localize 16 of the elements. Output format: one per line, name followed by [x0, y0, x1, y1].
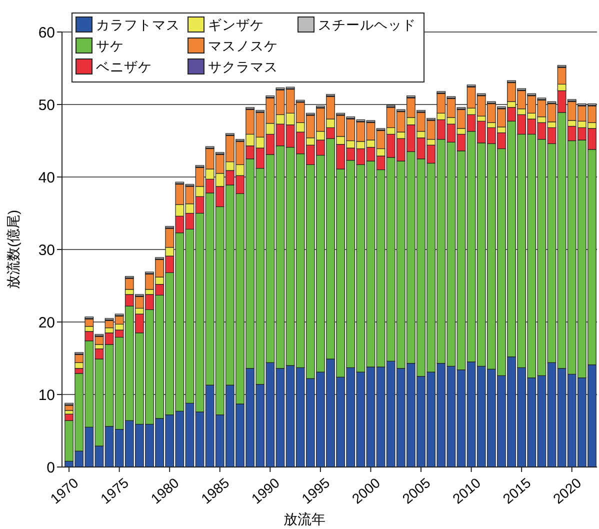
y-tick-label: 30 [38, 242, 55, 259]
legend-label: ベニザケ [96, 60, 152, 75]
y-tick-label: 10 [38, 386, 55, 404]
legend-label: サケ [96, 38, 124, 54]
y-tick-label: 0 [46, 459, 55, 476]
legend-label: ギンザケ [208, 18, 264, 33]
y-tick-label: 20 [38, 314, 55, 332]
legend-label: サクラマス [208, 60, 278, 75]
y-tick-label: 40 [38, 169, 55, 186]
x-axis-title: 放流年 [284, 511, 326, 527]
y-axis-title: 放流数(億尾) [5, 210, 21, 290]
legend-label: マスノスケ [208, 38, 278, 54]
y-tick-label: 50 [38, 96, 55, 114]
y-tick-label: 60 [38, 24, 55, 42]
legend-label: カラフトマス [96, 18, 180, 33]
legend-label: スチールヘッド [318, 18, 416, 33]
